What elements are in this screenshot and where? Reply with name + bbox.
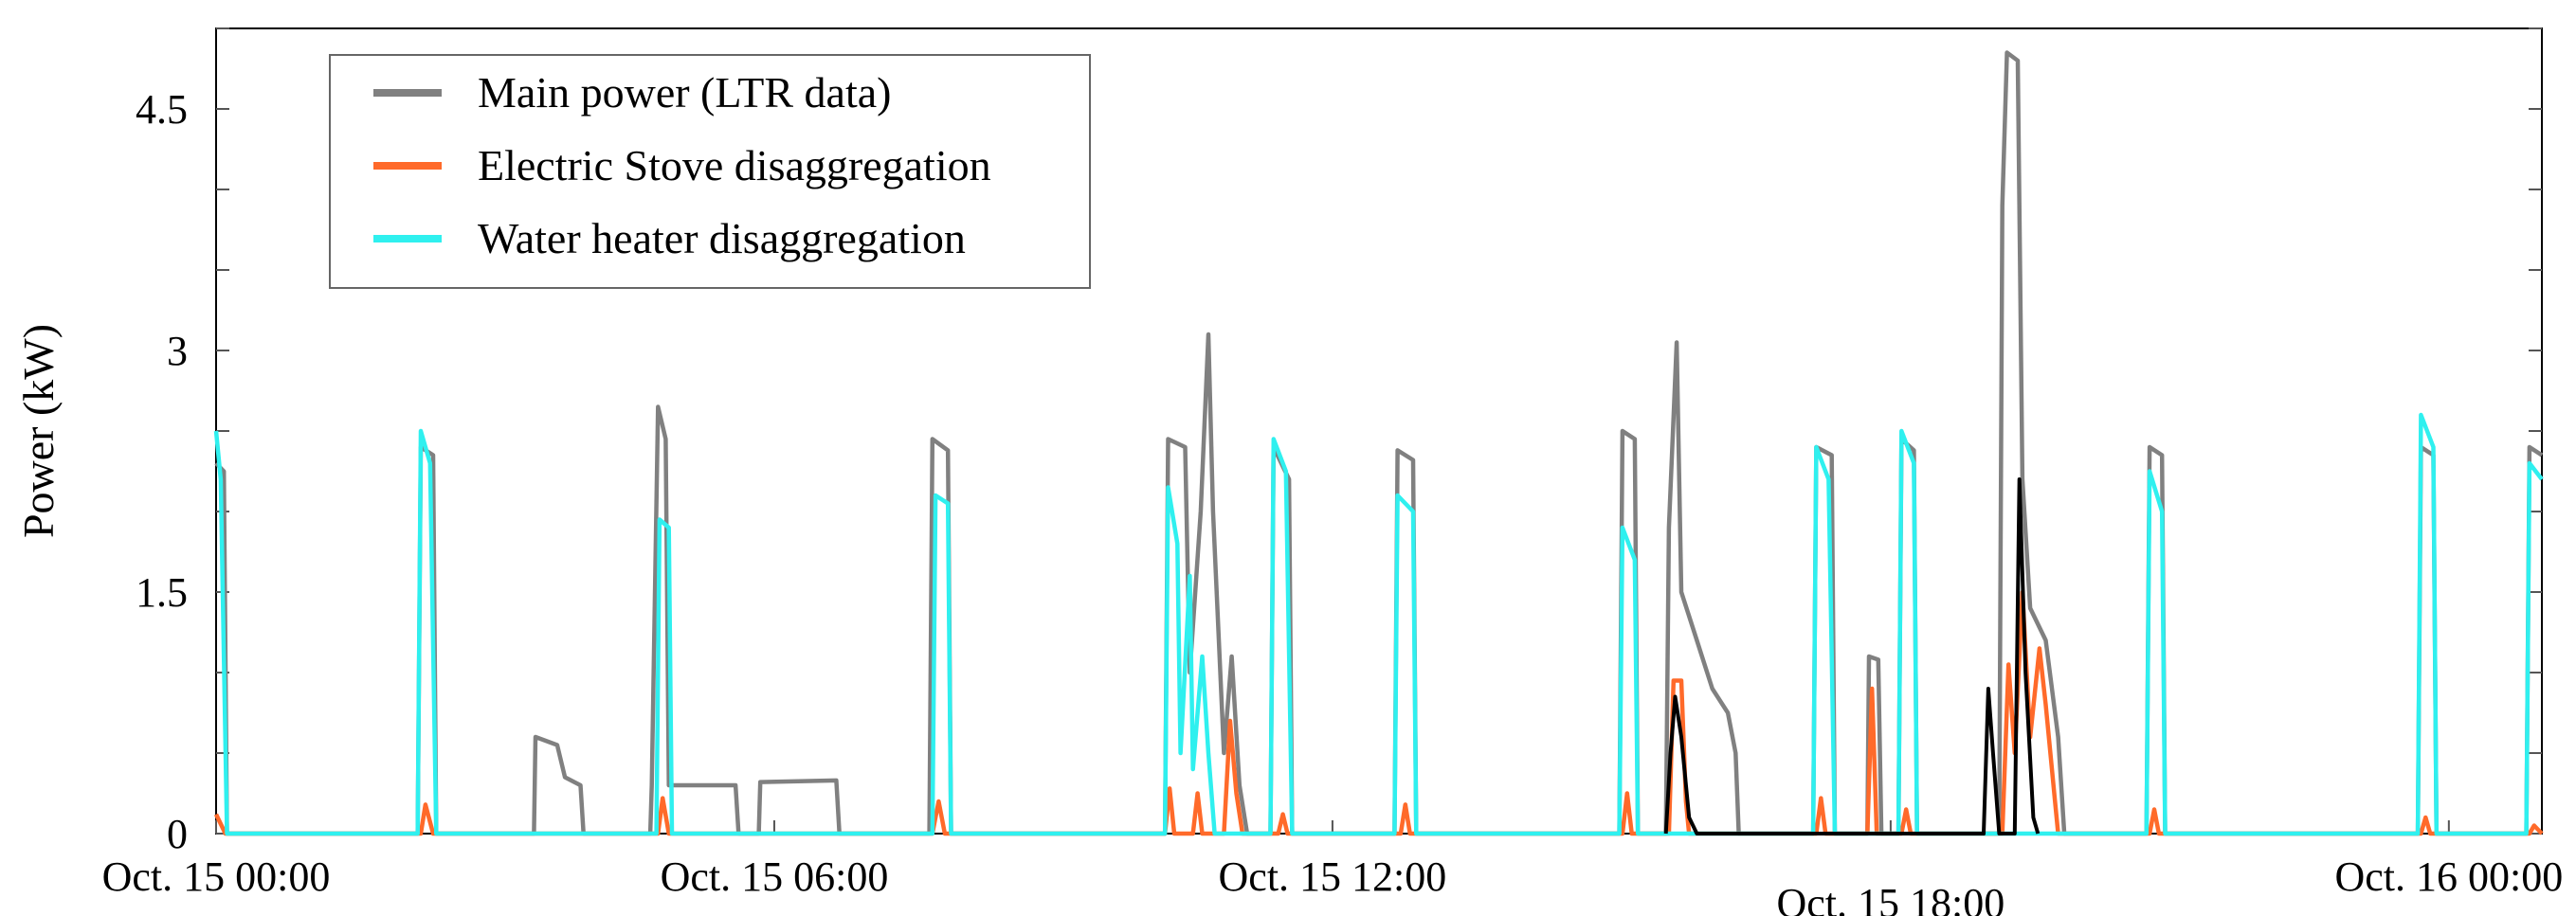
legend-label: Water heater disaggregation [478,214,966,262]
y-axis-ticks: 0 1.5 3 4.5 [136,27,2542,857]
series-layer [213,50,2544,836]
x-tick-label: Oct. 15 00:00 [102,853,331,900]
x-tick-label: Oct. 15 06:00 [661,853,889,900]
x-axis-ticks: Oct. 15 00:00 Oct. 15 06:00 Oct. 15 12:00 O… [102,820,2563,916]
legend-label: Electric Stove disaggregation [478,141,991,189]
x-tick-label: Oct. 15 18:00 [1776,880,2005,916]
y-axis-title: Power (kW) [14,324,63,538]
x-tick-label: Oct. 16 00:00 [2334,853,2563,900]
y-tick-label: 4.5 [136,86,188,133]
legend-label: Main power (LTR data) [478,68,891,117]
series-line-unlabelled [1663,477,2041,835]
y-tick-label: 3 [167,328,188,374]
legend-box [329,54,1091,289]
y-tick-label: 1.5 [136,569,188,616]
legend: Main power (LTR data) Electric Stove disa… [329,54,1091,289]
series-line-water-heater-disaggregation [213,412,2544,836]
y-tick-label: 0 [167,811,188,857]
x-tick-label: Oct. 15 12:00 [1219,853,1447,900]
